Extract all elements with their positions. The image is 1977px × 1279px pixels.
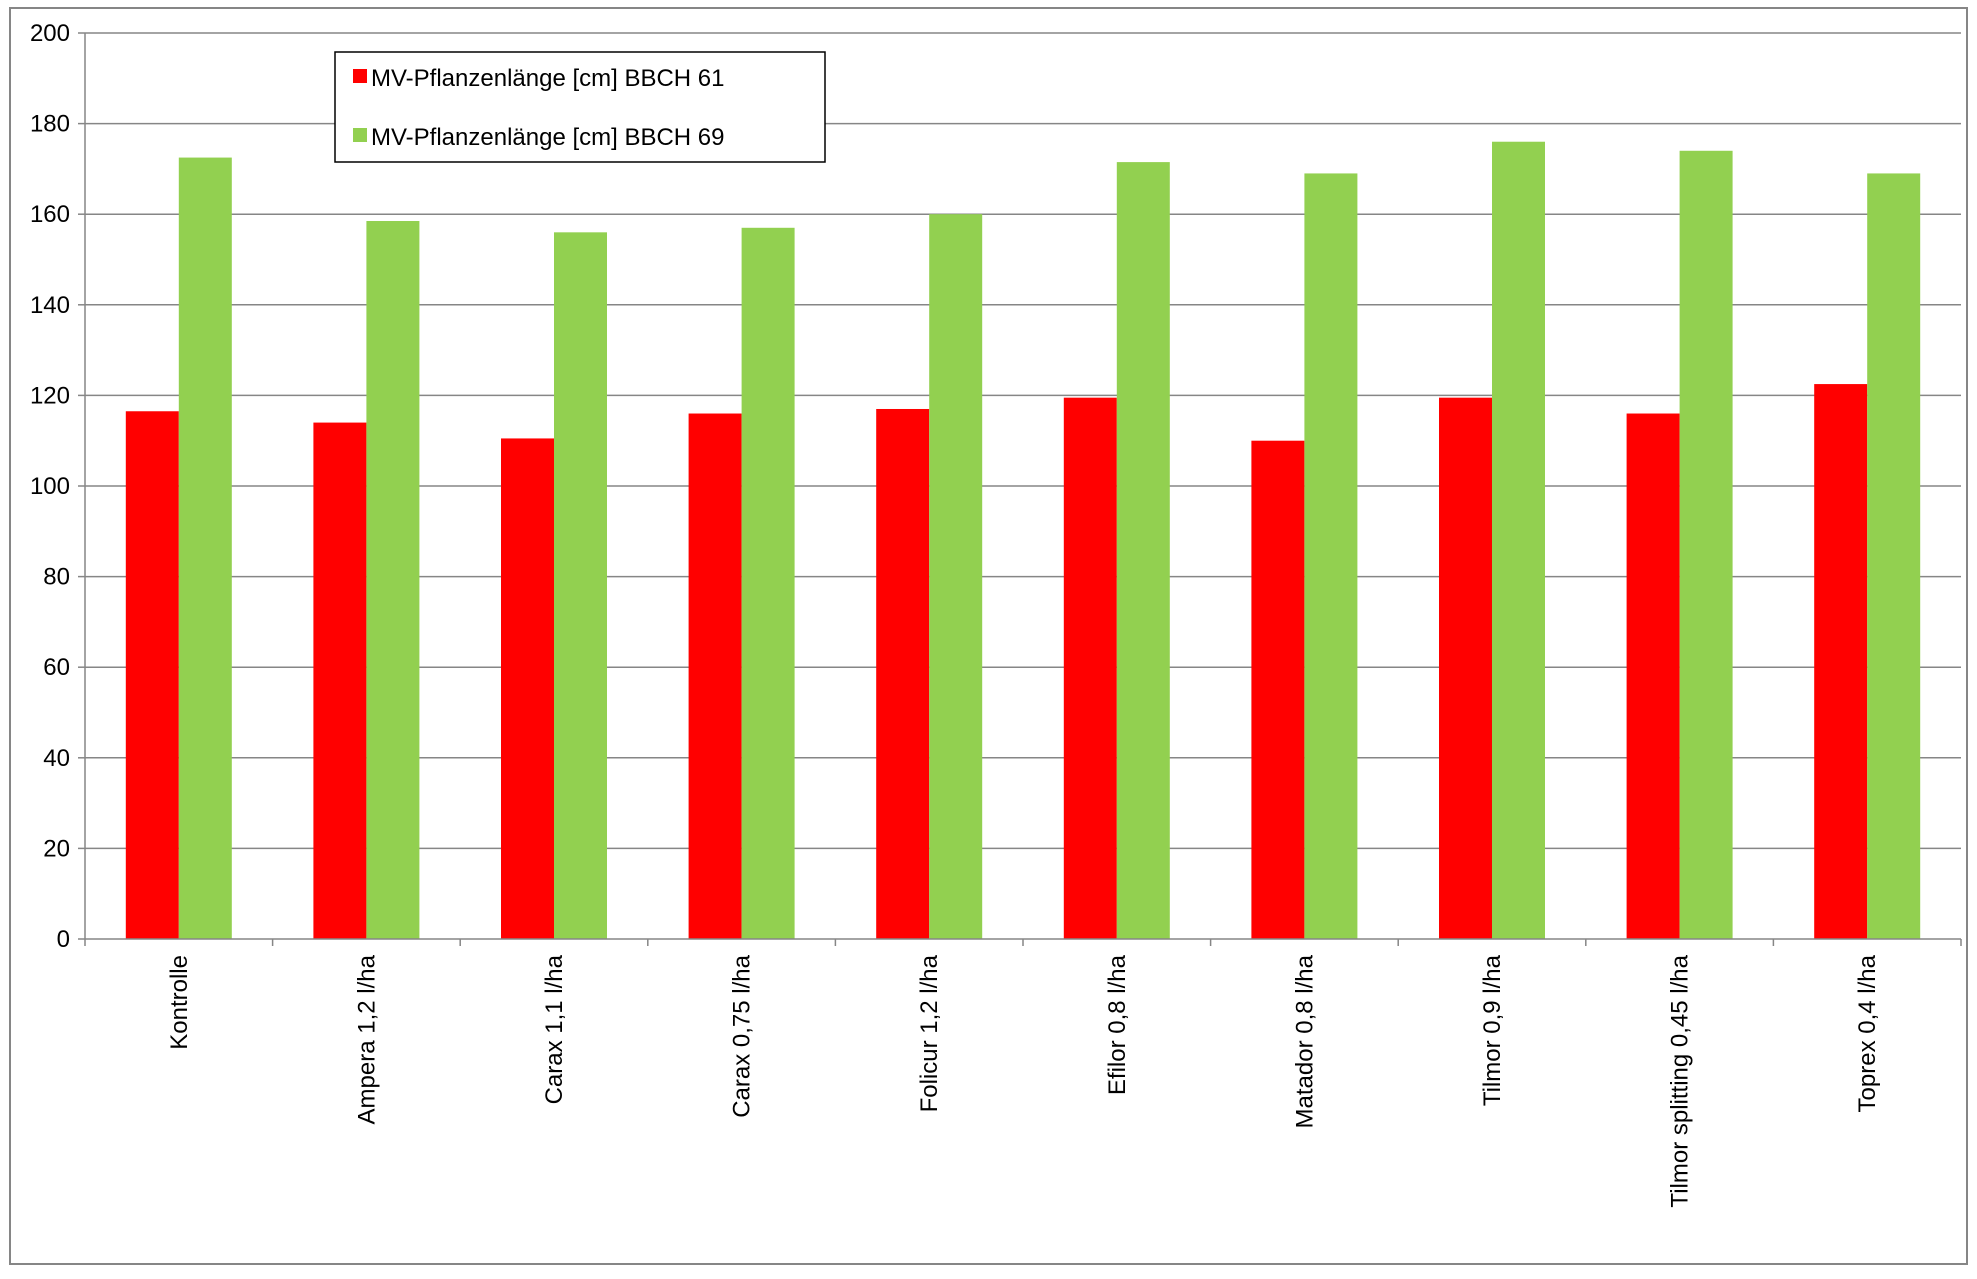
y-tick-label: 160 <box>30 201 70 228</box>
x-axis-tick-labels: Kontrolle Ampera 1,2 l/ha Carax 1,1 l/ha Ca… <box>166 954 1881 1207</box>
y-tick-label: 200 <box>30 20 70 47</box>
y-tick-label: 60 <box>43 654 70 681</box>
legend: MV-Pflanzenlänge [cm] BBCH 61 MV-Pflanze… <box>334 51 826 163</box>
y-tick-label: 0 <box>57 926 70 953</box>
y-tick-label: 20 <box>43 835 70 862</box>
y-tick-label: 180 <box>30 111 70 138</box>
legend-label-bbch61: MV-Pflanzenlänge [cm] BBCH 61 <box>371 65 725 92</box>
x-tick-label: Toprex 0,4 l/ha <box>1854 954 1881 1112</box>
bar-bbch69-5 <box>1116 162 1170 940</box>
y-tick-label: 80 <box>43 564 70 591</box>
x-tick-label: Carax 0,75 l/ha <box>729 954 756 1117</box>
y-tick-label: 120 <box>30 382 70 409</box>
x-tick-label: Folicur 1,2 l/ha <box>916 954 943 1112</box>
x-tick-label: Matador 0,8 l/ha <box>1291 954 1318 1128</box>
bar-bbch61-9 <box>1814 384 1868 939</box>
bar-bbch69-7 <box>1492 141 1545 940</box>
bar-bbch61-3 <box>688 413 742 939</box>
bar-bbch69-6 <box>1304 173 1358 939</box>
bar-bbch61-6 <box>1251 440 1305 939</box>
legend-swatch-bbch69 <box>353 128 367 142</box>
bar-bbch61-8 <box>1626 413 1680 939</box>
bar-bbch69-1 <box>366 220 420 939</box>
legend-label-bbch69: MV-Pflanzenlänge [cm] BBCH 69 <box>371 124 725 151</box>
y-tick-label: 40 <box>43 745 70 772</box>
x-tick-label: Carax 1,1 l/ha <box>541 954 568 1104</box>
x-tick-label: Tilmor splitting 0,45 l/ha <box>1667 954 1694 1207</box>
bar-bbch69-0 <box>178 157 232 939</box>
bar-bbch69-4 <box>929 214 983 939</box>
axes <box>78 32 1962 946</box>
bars <box>125 141 1921 940</box>
bar-bbch61-4 <box>876 408 930 939</box>
y-tick-label: 140 <box>30 292 70 319</box>
bar-bbch61-1 <box>313 422 367 940</box>
bar-bbch69-9 <box>1867 173 1921 939</box>
x-tick-label: Kontrolle <box>166 955 193 1050</box>
bar-bbch61-7 <box>1439 397 1492 939</box>
bar-bbch69-8 <box>1679 150 1733 939</box>
legend-box <box>334 51 826 163</box>
y-axis-tick-labels: 0 20 40 60 80 100 120 140 160 180 200 <box>30 20 70 953</box>
x-tick-label: Tilmor 0,9 l/ha <box>1479 954 1506 1106</box>
bar-bbch61-2 <box>501 438 554 939</box>
bar-bbch61-5 <box>1063 397 1117 939</box>
y-tick-label: 100 <box>30 473 70 500</box>
bar-bbch69-2 <box>554 232 607 939</box>
x-tick-label: Ampera 1,2 l/ha <box>353 954 380 1124</box>
x-tick-label: Efilor 0,8 l/ha <box>1104 954 1131 1095</box>
legend-swatch-bbch61 <box>353 69 367 83</box>
bar-bbch61-0 <box>125 411 179 939</box>
bar-bbch69-3 <box>741 227 795 940</box>
